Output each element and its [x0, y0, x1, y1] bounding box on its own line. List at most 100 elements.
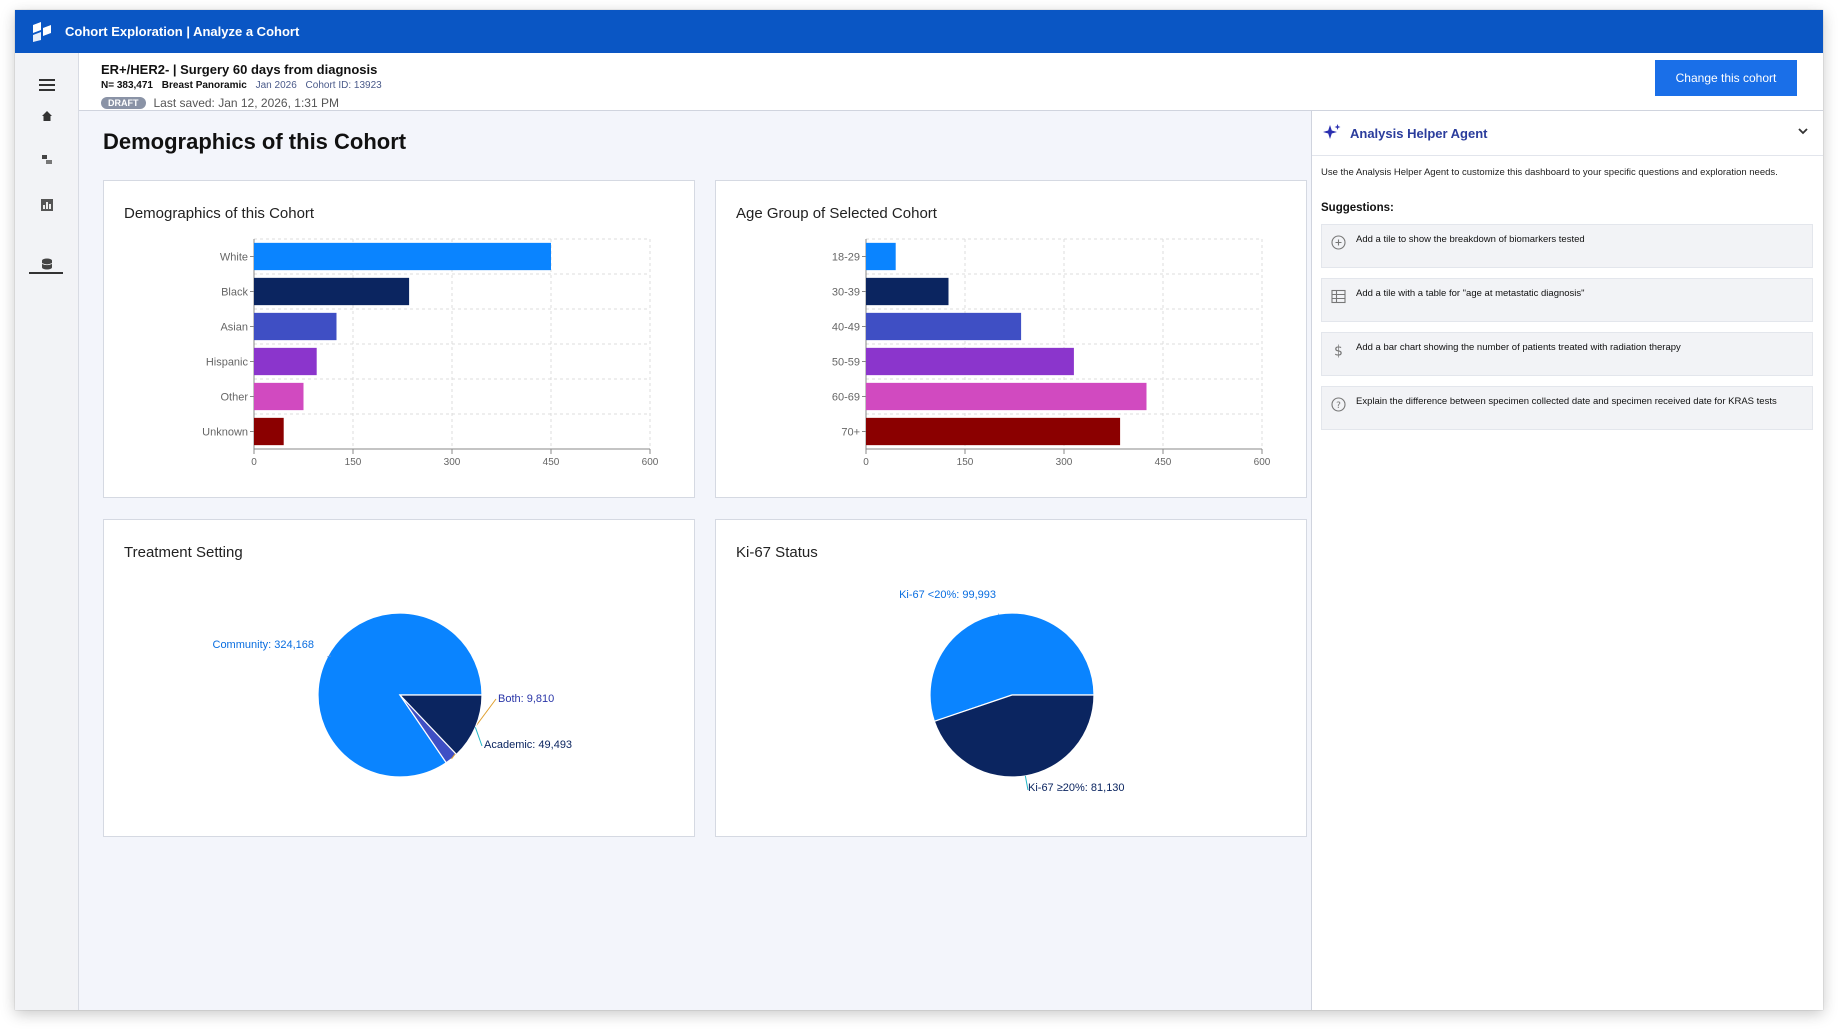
cohort-header: ER+/HER2- | Surgery 60 days from diagnos… [79, 53, 1823, 111]
y-tick-label: 60-69 [832, 392, 860, 404]
cohort-icon[interactable] [35, 148, 59, 172]
suggestion-item[interactable]: ? Explain the difference between specime… [1321, 386, 1813, 430]
treatment-setting-pie-chart: Community: 324,168 Both: 9,810 Academic: 4… [213, 612, 572, 778]
pie-leader-line [474, 727, 483, 747]
pie-data-label: Ki-67 <20%: 99,993 [899, 589, 996, 601]
card-title: Ki-67 Status [736, 544, 818, 561]
app-window: Cohort Exploration | Analyze a Cohort ER… [15, 10, 1823, 1010]
bar [254, 382, 304, 411]
last-saved: Last saved: Jan 12, 2026, 1:31 PM [153, 96, 339, 110]
ki67-status-pie-chart: Ki-67 <20%: 99,993 Ki-67 ≥20%: 81,130 [899, 589, 1125, 794]
pie-slice [933, 694, 1095, 778]
pie-data-label: Community: 324,168 [213, 639, 315, 651]
suggestion-item[interactable]: $ Add a bar chart showing the number of … [1321, 332, 1813, 376]
pie-data-label: Both: 9,810 [498, 693, 554, 705]
suggestion-text: Add a bar chart showing the number of pa… [1356, 342, 1681, 353]
suggestion-text: Add a tile to show the breakdown of biom… [1356, 234, 1585, 245]
y-tick-label: Unknown [202, 427, 248, 439]
app-title: Cohort Exploration | Analyze a Cohort [65, 24, 300, 39]
bar [866, 312, 1022, 341]
y-tick-label: Asian [220, 322, 248, 334]
x-tick-label: 300 [444, 457, 461, 468]
y-tick-label: 30-39 [832, 287, 860, 299]
demographics-bar-chart: 0 150 300 450 600 White Black Asian Hispanic Othe… [202, 238, 659, 468]
suggestions-label: Suggestions: [1321, 202, 1394, 214]
home-icon[interactable] [35, 104, 59, 128]
x-tick-label: 600 [1254, 457, 1271, 468]
agent-title: Analysis Helper Agent [1350, 125, 1488, 141]
cohort-name: ER+/HER2- | Surgery 60 days from diagnos… [101, 62, 378, 77]
y-tick-label: Other [220, 392, 248, 404]
bar [254, 312, 337, 341]
suggestion-text: Add a tile with a table for "age at meta… [1356, 288, 1585, 299]
chart-icon[interactable] [35, 193, 59, 217]
bar [254, 277, 410, 306]
cohort-count: N= 383,471 [101, 80, 153, 91]
pie-leader-line [327, 655, 332, 658]
app-logo-icon [33, 21, 51, 42]
agent-panel-header[interactable]: Analysis Helper Agent [1312, 111, 1823, 156]
y-tick-label: 50-59 [832, 357, 860, 369]
y-tick-label: 70+ [841, 427, 860, 439]
x-tick-label: 600 [642, 457, 659, 468]
bar [866, 242, 896, 271]
x-tick-label: 0 [251, 457, 257, 468]
save-status: DRAFT Last saved: Jan 12, 2026, 1:31 PM [101, 96, 339, 110]
menu-icon[interactable] [35, 73, 59, 97]
bar [866, 417, 1121, 446]
rail-divider [29, 272, 63, 274]
x-tick-label: 150 [957, 457, 974, 468]
dashboard-main: Demographics of this Cohort Demographics… [79, 111, 1311, 1010]
bar [254, 242, 551, 271]
change-cohort-button[interactable]: Change this cohort [1655, 60, 1797, 96]
bar [254, 417, 284, 446]
suggestion-text: Explain the difference between specimen … [1356, 396, 1777, 407]
side-rail [15, 53, 79, 1010]
status-badge: DRAFT [101, 97, 146, 109]
card-title: Treatment Setting [124, 544, 243, 561]
svg-text:?: ? [1336, 401, 1341, 411]
x-tick-label: 150 [345, 457, 362, 468]
dollar-icon: $ [1330, 342, 1346, 358]
agent-panel: Analysis Helper Agent Use the Analysis H… [1311, 111, 1823, 1010]
demographics-card: Demographics of this Cohort 0 150 300 450 60… [103, 180, 695, 498]
cohort-id: Cohort ID: 13923 [305, 80, 382, 91]
suggestion-item[interactable]: Add a tile to show the breakdown of biom… [1321, 224, 1813, 268]
x-tick-label: 450 [1155, 457, 1172, 468]
y-tick-label: Hispanic [206, 357, 249, 369]
pie-slice [398, 694, 483, 756]
y-tick-label: Black [221, 287, 248, 299]
table-icon [1330, 288, 1346, 304]
agent-description: Use the Analysis Helper Agent to customi… [1321, 167, 1778, 178]
cohort-date: Jan 2026 [255, 80, 297, 91]
question-circle-icon: ? [1330, 396, 1346, 412]
cohort-meta: N= 383,471 Breast Panoramic Jan 2026 Coh… [101, 80, 382, 91]
y-tick-label: 18-29 [832, 252, 860, 264]
treatment-setting-card: Treatment Setting Community: 324,168 Both… [103, 519, 695, 837]
ki67-status-card: Ki-67 Status Ki-67 <20%: 99,993 Ki-67 ≥20… [715, 519, 1307, 837]
bar [254, 347, 317, 376]
database-icon[interactable] [35, 252, 59, 276]
sparkle-icon [1323, 124, 1341, 139]
suggestion-item[interactable]: Add a tile with a table for "age at meta… [1321, 278, 1813, 322]
pie-data-label: Ki-67 ≥20%: 81,130 [1028, 782, 1125, 794]
y-tick-label: 40-49 [832, 322, 860, 334]
bar [866, 382, 1147, 411]
pie-leader-line [1024, 775, 1029, 791]
pie-data-label: Academic: 49,493 [484, 739, 572, 751]
x-tick-label: 450 [543, 457, 560, 468]
age-group-bar-chart: 0 150 300 450 600 18-29 30-39 40-49 50-59 60-69 70… [832, 238, 1271, 468]
x-tick-label: 0 [863, 457, 869, 468]
page-title: Demographics of this Cohort [103, 129, 407, 154]
card-title: Age Group of Selected Cohort [736, 205, 937, 222]
bar [866, 347, 1074, 376]
card-title: Demographics of this Cohort [124, 205, 315, 222]
cohort-dataset: Breast Panoramic [161, 80, 247, 91]
svg-text:$: $ [1334, 343, 1343, 358]
plus-circle-icon [1330, 234, 1346, 250]
y-tick-label: White [220, 252, 248, 264]
chevron-down-icon[interactable] [1797, 125, 1809, 137]
bar [866, 277, 949, 306]
top-bar: Cohort Exploration | Analyze a Cohort [15, 10, 1823, 53]
x-tick-label: 300 [1056, 457, 1073, 468]
